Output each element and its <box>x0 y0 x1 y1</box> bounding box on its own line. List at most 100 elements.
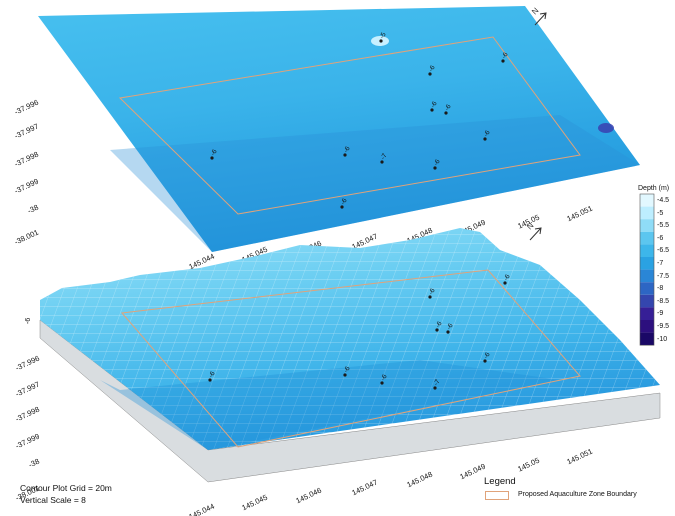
depth-point-marker <box>428 295 432 299</box>
depth-level-label: -9 <box>657 310 664 318</box>
depth-level-label: -4.5 <box>657 197 670 204</box>
color-bar-segment <box>640 294 654 308</box>
depth-point-label: -6 <box>503 273 512 282</box>
depth-point-label: -5 <box>379 31 388 40</box>
depth-point-label: -6 <box>483 129 492 138</box>
depth-point-label: -6 <box>380 373 389 382</box>
color-bar-segment <box>640 282 654 295</box>
top-north-arrow: N <box>530 6 547 26</box>
lat-tick-label: -38.001 <box>13 228 40 247</box>
depth-point-marker <box>208 378 212 382</box>
depth-legend-title: Depth (m) <box>638 185 670 192</box>
top-map-shade <box>110 115 640 252</box>
color-bar-segment <box>640 194 654 207</box>
depth-level-label: -5 <box>657 209 664 217</box>
depth-point-marker <box>501 59 505 63</box>
depth-color-bar <box>639 193 655 346</box>
depth-level-label: -6.5 <box>657 247 670 255</box>
depth-point-label: -6 <box>433 158 442 167</box>
depth-level-label: -7.5 <box>657 272 670 280</box>
lon-tick-label: 145.044 <box>187 502 215 516</box>
lat-tick-label: -37.999 <box>14 432 41 451</box>
lon-tick-label: 145.045 <box>240 493 268 513</box>
bottom-surface-map: N -6 -37.996 -37.997 -37.998 -37.999 -38 -38.… <box>14 221 661 516</box>
lat-tick-label: -37.996 <box>14 354 41 373</box>
depth-level-label: -6 <box>657 234 664 242</box>
lat-tick-label: -37.997 <box>13 122 40 141</box>
color-bar-segment <box>640 219 654 232</box>
top-map-deep-spot <box>598 123 614 133</box>
depth-point-label: -6 <box>428 64 437 73</box>
color-bar-segment <box>640 269 654 283</box>
bottom-lat-ticks: -37.996-37.997-37.998-37.999-38-38.001 <box>14 354 41 503</box>
depth-point-marker <box>433 166 437 170</box>
lat-tick-label: -37.998 <box>13 150 40 169</box>
depth-point-label: -6 <box>430 100 439 109</box>
color-bar-segment <box>640 257 654 270</box>
depth-point-marker <box>210 156 214 160</box>
depth-level-label: -5.5 <box>657 222 670 230</box>
depth-point-marker <box>483 137 487 141</box>
color-bar-segment <box>640 231 654 245</box>
depth-point-marker <box>380 381 384 385</box>
depth-point-marker <box>435 328 439 332</box>
top-depth-points: -5 -6 -6 -6 -6 -6 -6 -6 -7 -6 -6 <box>210 31 510 209</box>
depth-point-marker <box>503 281 507 285</box>
lat-tick-label: -37.998 <box>14 405 41 424</box>
depth-point-marker <box>483 359 487 363</box>
depth-level-label: -9.5 <box>657 323 670 330</box>
depth-point-label: -6 <box>501 51 510 60</box>
top-contour-map: N -37.996 -37.997 -37.998 -37.999 -38 -38.001… <box>13 6 640 271</box>
lon-tick-label: 145.05 <box>516 456 541 474</box>
depth-point-label: -6 <box>444 103 453 112</box>
depth-point-label: -6 <box>435 320 444 329</box>
depth-point-marker <box>446 330 450 334</box>
depth-point-label: -6 <box>208 370 217 379</box>
lat-tick-label: -37.997 <box>14 380 41 399</box>
lat-tick-label: -37.999 <box>13 177 40 196</box>
depth-point-label: -6 <box>340 197 349 206</box>
color-bar-segment <box>640 320 654 333</box>
boundary-legend-label: Proposed Aquaculture Zone Boundary <box>518 491 637 498</box>
lon-tick-label: 145.049 <box>458 462 486 482</box>
depth-point-marker <box>444 111 448 115</box>
bottom-boundary <box>121 269 581 448</box>
depth-point-label: -6 <box>343 365 352 374</box>
lon-tick-label: 145.047 <box>350 478 378 498</box>
lat-tick-label: -38 <box>27 457 41 470</box>
depth-level-label: -8 <box>657 285 664 293</box>
bottom-z-tick: -6 <box>25 318 32 324</box>
lon-tick-label: 145.051 <box>565 204 593 224</box>
depth-point-label: -7 <box>433 378 442 387</box>
depth-level-label: -8.5 <box>657 297 670 305</box>
top-boundary <box>118 36 581 215</box>
lat-tick-label: -38 <box>26 203 40 216</box>
bottom-north-arrow: N <box>525 221 542 241</box>
color-bar-segment <box>640 332 654 346</box>
color-bar-segment <box>640 206 654 220</box>
boundary-legend-swatch <box>485 491 509 500</box>
color-bar-frame <box>639 193 655 346</box>
depth-point-marker <box>343 153 347 157</box>
depth-point-marker <box>379 39 383 43</box>
depth-level-label: -7 <box>657 260 664 267</box>
depth-point-marker <box>430 108 434 112</box>
top-map-surface <box>38 6 640 252</box>
depth-point-label: -6 <box>343 145 352 154</box>
lon-tick-label: 145.048 <box>405 470 433 490</box>
depth-point-label: -6 <box>210 148 219 157</box>
depth-point-label: -7 <box>380 152 389 161</box>
depth-point-marker <box>428 72 432 76</box>
depth-point-label: -6 <box>428 287 437 296</box>
depth-point-marker <box>380 160 384 164</box>
bottom-map-deep-zone <box>100 360 560 450</box>
depth-point-marker <box>433 386 437 390</box>
lon-tick-label: 145.051 <box>565 447 593 467</box>
lon-tick-label: 145.046 <box>294 486 322 506</box>
color-bar-segment <box>640 307 654 320</box>
depth-level-label: -10 <box>657 335 668 343</box>
bottom-depth-points: -6-6-6 -6-6-6-6-6-7 <box>208 273 512 390</box>
color-bar-segment <box>640 244 654 257</box>
depth-point-label: -6 <box>446 322 455 331</box>
